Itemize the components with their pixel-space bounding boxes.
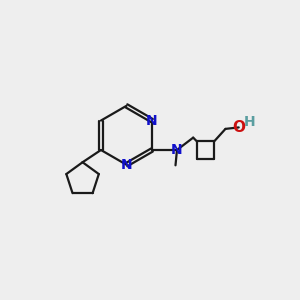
- Text: N: N: [146, 114, 158, 128]
- Text: N: N: [121, 158, 132, 172]
- Text: N: N: [171, 143, 183, 157]
- Text: O: O: [232, 120, 245, 135]
- Text: H: H: [244, 115, 256, 129]
